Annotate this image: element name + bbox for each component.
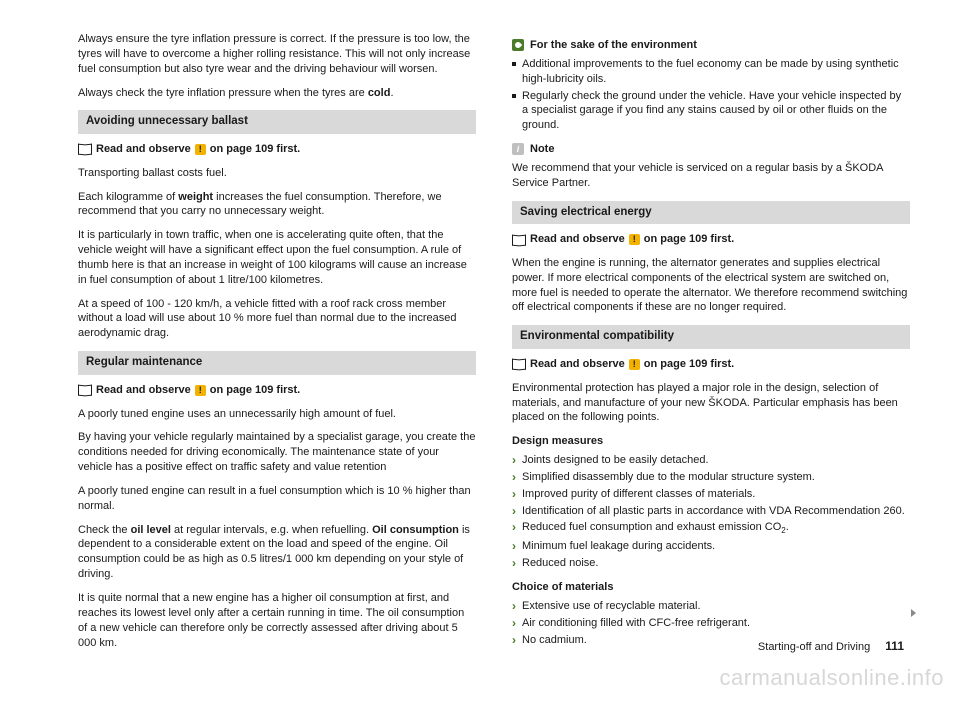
list-item: Simplified disassembly due to the modula… bbox=[512, 470, 910, 485]
body-text: Always ensure the tyre inflation pressur… bbox=[78, 32, 476, 77]
left-column: Always ensure the tyre inflation pressur… bbox=[78, 32, 476, 659]
body-text: It is particularly in town traffic, when… bbox=[78, 228, 476, 287]
read-and-observe: Read and observe ! on page 109 first. bbox=[512, 232, 910, 247]
bold-text: weight bbox=[178, 191, 213, 203]
note-icon: i bbox=[512, 143, 524, 155]
watermark: carmanualsonline.info bbox=[719, 663, 944, 693]
design-measures-head: Design measures bbox=[512, 434, 910, 449]
materials-head: Choice of materials bbox=[512, 580, 910, 595]
subscript: 2 bbox=[781, 527, 785, 536]
body-text: Environmental protection has played a ma… bbox=[512, 381, 910, 426]
read-observe-pre: Read and observe bbox=[96, 142, 191, 157]
body-text: Transporting ballast costs fuel. bbox=[78, 166, 476, 181]
text-run: . bbox=[390, 87, 393, 99]
text-run: Each kilogramme of bbox=[78, 191, 178, 203]
read-observe-post: on page 109 first. bbox=[644, 357, 734, 372]
read-observe-post: on page 109 first. bbox=[644, 232, 734, 247]
warning-icon: ! bbox=[195, 385, 206, 396]
list-item: Regularly check the ground under the veh… bbox=[512, 89, 910, 134]
section-heading-electrical: Saving electrical energy bbox=[512, 201, 910, 225]
body-text: By having your vehicle regularly maintai… bbox=[78, 430, 476, 475]
read-observe-pre: Read and observe bbox=[96, 383, 191, 398]
warning-icon: ! bbox=[195, 144, 206, 155]
list-item: Improved purity of different classes of … bbox=[512, 487, 910, 502]
book-icon bbox=[512, 235, 526, 245]
environment-icon bbox=[512, 39, 524, 51]
body-text: Always check the tyre inflation pressure… bbox=[78, 86, 476, 101]
text-run: Always check the tyre inflation pressure… bbox=[78, 87, 368, 99]
list-item: Joints designed to be easily detached. bbox=[512, 453, 910, 468]
list-item: Additional improvements to the fuel econ… bbox=[512, 57, 910, 87]
body-text: Check the oil level at regular intervals… bbox=[78, 523, 476, 582]
list-item: Minimum fuel leakage during accidents. bbox=[512, 539, 910, 554]
section-heading-env-compat: Environmental compatibility bbox=[512, 325, 910, 349]
callout-title: For the sake of the environment bbox=[530, 38, 697, 53]
book-icon bbox=[78, 385, 92, 395]
warning-icon: ! bbox=[629, 234, 640, 245]
list-item: Air conditioning filled with CFC-free re… bbox=[512, 616, 910, 631]
right-column: For the sake of the environment Addition… bbox=[512, 32, 910, 659]
text-run: Check the bbox=[78, 524, 131, 536]
warning-icon: ! bbox=[629, 359, 640, 370]
list-item: Reduced fuel consumption and exhaust emi… bbox=[512, 520, 910, 537]
environment-callout-head: For the sake of the environment bbox=[512, 38, 910, 53]
environment-list: Additional improvements to the fuel econ… bbox=[512, 57, 910, 133]
section-heading-maintenance: Regular maintenance bbox=[78, 351, 476, 375]
book-icon bbox=[78, 144, 92, 154]
read-and-observe: Read and observe ! on page 109 first. bbox=[78, 383, 476, 398]
body-text: At a speed of 100 - 120 km/h, a vehicle … bbox=[78, 297, 476, 342]
read-and-observe: Read and observe ! on page 109 first. bbox=[512, 357, 910, 372]
note-body: We recommend that your vehicle is servic… bbox=[512, 161, 910, 191]
bold-text: Oil consumption bbox=[372, 524, 459, 536]
design-measures-list: Joints designed to be easily detached. S… bbox=[512, 453, 910, 571]
list-item: Reduced noise. bbox=[512, 556, 910, 571]
list-item: Extensive use of recyclable material. bbox=[512, 599, 910, 614]
note-callout-head: i Note bbox=[512, 142, 910, 157]
read-observe-pre: Read and observe bbox=[530, 357, 625, 372]
footer-page-number: 111 bbox=[885, 639, 904, 653]
text-run: at regular intervals, e.g. when refuelli… bbox=[171, 524, 372, 536]
callout-title: Note bbox=[530, 142, 554, 157]
list-item: Identification of all plastic parts in a… bbox=[512, 504, 910, 519]
continued-arrow-icon bbox=[911, 609, 916, 617]
page-container: Always ensure the tyre inflation pressur… bbox=[0, 0, 960, 659]
book-icon bbox=[512, 359, 526, 369]
section-heading-ballast: Avoiding unnecessary ballast bbox=[78, 110, 476, 134]
body-text: It is quite normal that a new engine has… bbox=[78, 591, 476, 650]
body-text: When the engine is running, the alternat… bbox=[512, 256, 910, 315]
body-text: A poorly tuned engine uses an unnecessar… bbox=[78, 407, 476, 422]
read-observe-pre: Read and observe bbox=[530, 232, 625, 247]
read-observe-post: on page 109 first. bbox=[210, 383, 300, 398]
page-footer: Starting-off and Driving 111 bbox=[758, 638, 904, 655]
read-observe-post: on page 109 first. bbox=[210, 142, 300, 157]
text-run: Reduced fuel consumption and exhaust emi… bbox=[522, 521, 781, 533]
bold-text: oil level bbox=[131, 524, 171, 536]
body-text: Each kilogramme of weight increases the … bbox=[78, 190, 476, 220]
footer-section: Starting-off and Driving bbox=[758, 641, 870, 653]
read-and-observe: Read and observe ! on page 109 first. bbox=[78, 142, 476, 157]
body-text: A poorly tuned engine can result in a fu… bbox=[78, 484, 476, 514]
bold-text: cold bbox=[368, 87, 391, 99]
